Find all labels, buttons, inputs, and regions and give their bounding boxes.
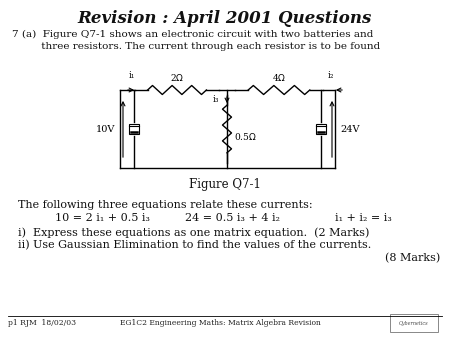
Text: Revision : April 2001 Questions: Revision : April 2001 Questions xyxy=(78,10,372,27)
Text: The following three equations relate these currents:: The following three equations relate the… xyxy=(18,200,313,210)
Text: (8 Marks): (8 Marks) xyxy=(385,253,440,263)
Text: i)  Express these equations as one matrix equation.  (2 Marks): i) Express these equations as one matrix… xyxy=(18,227,369,238)
Text: 7 (a)  Figure Q7-1 shows an electronic circuit with two batteries and: 7 (a) Figure Q7-1 shows an electronic ci… xyxy=(12,30,373,39)
Text: i₁ + i₂ = i₃: i₁ + i₂ = i₃ xyxy=(335,213,392,223)
Bar xyxy=(129,124,139,134)
Text: 24 = 0.5 i₃ + 4 i₂: 24 = 0.5 i₃ + 4 i₂ xyxy=(185,213,280,223)
Bar xyxy=(390,314,438,332)
Text: i₂: i₂ xyxy=(328,71,334,80)
Text: Cybernetics: Cybernetics xyxy=(399,320,429,325)
Text: 10 = 2 i₁ + 0.5 i₃: 10 = 2 i₁ + 0.5 i₃ xyxy=(55,213,150,223)
Text: 2$\Omega$: 2$\Omega$ xyxy=(170,72,184,83)
Text: p1 RJM  18/02/03: p1 RJM 18/02/03 xyxy=(8,319,76,327)
Text: 4$\Omega$: 4$\Omega$ xyxy=(272,72,286,83)
Text: Figure Q7-1: Figure Q7-1 xyxy=(189,178,261,191)
Text: 0.5$\Omega$: 0.5$\Omega$ xyxy=(234,131,257,143)
Text: i₁: i₁ xyxy=(129,71,135,80)
Text: i₃: i₃ xyxy=(212,96,219,104)
Text: three resistors. The current through each resistor is to be found: three resistors. The current through eac… xyxy=(12,42,380,51)
Bar xyxy=(316,124,326,134)
Text: 10V: 10V xyxy=(95,124,115,134)
Text: 24V: 24V xyxy=(340,124,360,134)
Text: EG1C2 Engineering Maths: Matrix Algebra Revision: EG1C2 Engineering Maths: Matrix Algebra … xyxy=(120,319,320,327)
Text: ii) Use Gaussian Elimination to find the values of the currents.: ii) Use Gaussian Elimination to find the… xyxy=(18,240,371,250)
